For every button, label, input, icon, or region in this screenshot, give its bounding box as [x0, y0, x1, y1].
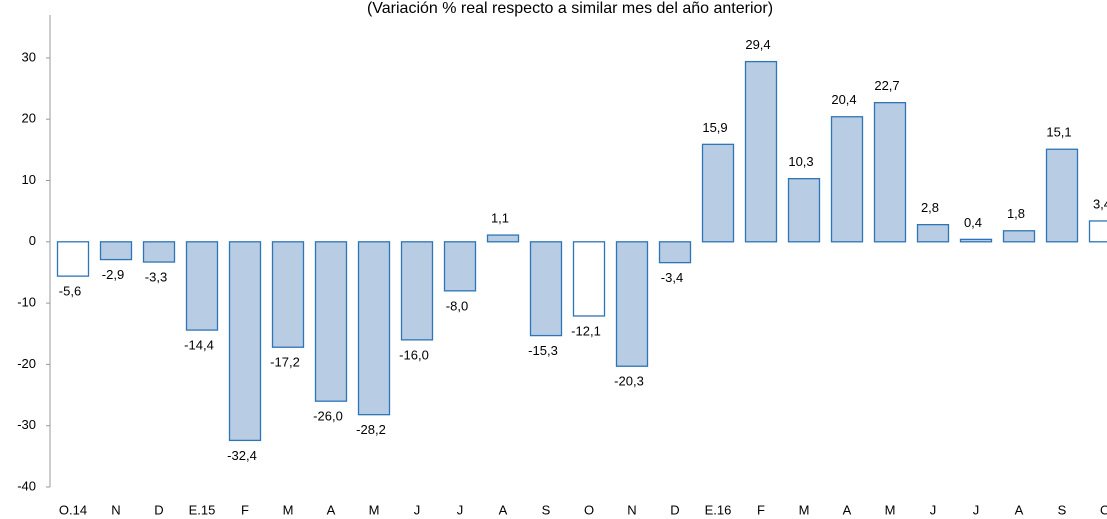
data-label: 20,4: [831, 92, 856, 107]
data-label: -16,0: [399, 347, 429, 362]
y-tick-label: -10: [17, 295, 36, 310]
y-tick-label: 30: [22, 49, 36, 64]
data-label: -12,1: [571, 323, 601, 338]
y-tick-label: -30: [17, 417, 36, 432]
bar: [1088, 220, 1107, 243]
data-label: 29,4: [745, 37, 770, 52]
bar: [228, 241, 262, 442]
bar: [744, 60, 778, 243]
bar: [529, 241, 563, 337]
chart-subtitle: (Variación % real respecto a similar mes…: [367, 0, 773, 17]
data-label: 15,9: [702, 120, 727, 135]
y-tick-label: 20: [22, 111, 36, 126]
data-label: -3,4: [661, 270, 683, 285]
bar: [357, 241, 391, 416]
x-tick-label: A: [327, 502, 336, 517]
x-tick-label: J: [457, 502, 464, 517]
x-tick-label: M: [283, 502, 294, 517]
data-label: -3,3: [145, 269, 167, 284]
data-label: 10,3: [788, 154, 813, 169]
bar: [658, 241, 692, 264]
bar: [142, 241, 176, 263]
data-label: -5,6: [59, 284, 81, 299]
x-tick-label: F: [241, 502, 249, 517]
bar: [787, 178, 821, 243]
x-tick-label: A: [843, 502, 852, 517]
bar: [271, 241, 305, 348]
bar: [830, 116, 864, 243]
data-label: -17,2: [270, 355, 300, 370]
bar: [314, 241, 348, 402]
x-tick-label: A: [1015, 502, 1024, 517]
data-label: -14,4: [184, 338, 214, 353]
data-label: -26,0: [313, 409, 343, 424]
x-tick-label: D: [670, 502, 679, 517]
bar: [916, 223, 950, 243]
data-label: 0,4: [964, 215, 982, 230]
x-tick-label: M: [369, 502, 380, 517]
data-label: -32,4: [227, 448, 257, 463]
x-tick-label: O.14: [59, 502, 87, 517]
data-label: 2,8: [921, 200, 939, 215]
data-label: -28,2: [356, 422, 386, 437]
data-label: -20,3: [614, 374, 644, 389]
data-label: 3,4: [1093, 196, 1107, 211]
bar: [400, 241, 434, 341]
bar: [185, 241, 219, 331]
bar: [56, 241, 90, 277]
x-tick-label: J: [414, 502, 421, 517]
data-label: 1,8: [1007, 206, 1025, 221]
x-tick-label: E.16: [705, 502, 732, 517]
bar: [486, 234, 520, 243]
data-label: -8,0: [446, 298, 468, 313]
x-tick-label: O: [1100, 502, 1107, 517]
bar: [572, 241, 606, 317]
bar: [99, 241, 133, 261]
x-tick-label: J: [930, 502, 937, 517]
x-tick-label: F: [757, 502, 765, 517]
bar: [615, 241, 649, 367]
bar: [1002, 230, 1036, 243]
x-tick-label: A: [499, 502, 508, 517]
x-tick-label: N: [627, 502, 636, 517]
x-tick-label: O: [584, 502, 594, 517]
bar: [873, 102, 907, 243]
y-tick-label: -40: [17, 478, 36, 493]
x-tick-label: J: [973, 502, 980, 517]
x-tick-label: M: [799, 502, 810, 517]
data-label: 22,7: [874, 78, 899, 93]
data-label: 1,1: [491, 210, 509, 225]
x-tick-label: M: [885, 502, 896, 517]
data-label: 15,1: [1046, 125, 1071, 140]
y-tick-label: 0: [29, 233, 36, 248]
x-tick-label: N: [111, 502, 120, 517]
x-tick-label: S: [1058, 502, 1067, 517]
bar: [443, 241, 477, 292]
bar: [1045, 148, 1079, 243]
x-tick-label: D: [154, 502, 163, 517]
y-tick-label: -20: [17, 356, 36, 371]
x-tick-label: E.15: [189, 502, 216, 517]
data-label: -15,3: [528, 343, 558, 358]
y-tick-label: 10: [22, 172, 36, 187]
data-label: -2,9: [102, 267, 124, 282]
bar: [701, 143, 735, 243]
bar: [959, 238, 993, 243]
x-tick-label: S: [542, 502, 551, 517]
